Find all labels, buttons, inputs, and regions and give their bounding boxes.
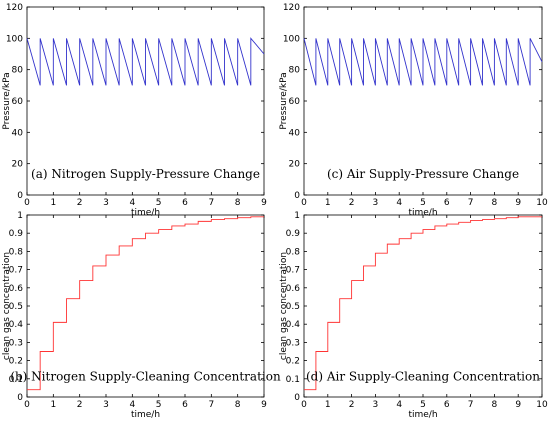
y-tick-label: 1 [17,211,23,221]
x-axis-label: time/h [131,410,160,420]
x-tick-label: 10 [536,400,548,410]
y-tick-label: 80 [12,66,24,76]
x-tick-label: 8 [235,198,241,208]
y-axis-label: clean gas concentration [2,252,12,360]
x-tick-label: 5 [156,400,162,410]
y-tick-label: 0.5 [9,302,23,312]
x-tick-label: 0 [24,198,30,208]
y-tick-label: 0.2 [9,357,23,367]
x-tick-label: 5 [420,400,426,410]
y-tick-label: 60 [12,97,24,107]
x-tick-label: 6 [182,198,188,208]
panel-caption: (a) Nitrogen Supply-Pressure Change [31,167,260,181]
y-tick-label: 20 [12,160,24,170]
x-tick-label: 7 [208,198,214,208]
y-tick-label: 0.6 [9,284,24,294]
x-tick-label: 2 [349,400,355,410]
x-tick-label: 3 [373,400,379,410]
x-tick-label: 1 [325,198,331,208]
x-tick-label: 2 [77,198,83,208]
x-tick-label: 0 [301,198,307,208]
x-tick-label: 8 [492,198,498,208]
x-tick-label: 9 [515,198,521,208]
x-axis-label: time/h [408,208,437,218]
y-tick-label: 1 [294,211,300,221]
x-tick-label: 6 [444,198,450,208]
x-tick-label: 4 [396,198,402,208]
x-tick-label: 3 [373,198,379,208]
y-tick-label: 20 [289,160,301,170]
x-tick-label: 9 [261,198,267,208]
x-tick-label: 3 [103,400,109,410]
y-tick-label: 0.9 [286,229,301,239]
y-tick-label: 0 [17,393,23,403]
y-tick-label: 60 [289,97,301,107]
x-tick-label: 5 [156,198,162,208]
y-tick-label: 0.8 [286,247,301,257]
y-tick-label: 0.3 [9,338,23,348]
y-tick-label: 0.3 [286,338,300,348]
x-tick-label: 8 [235,400,241,410]
y-axis-label: Pressure/kPa [279,72,289,129]
x-tick-label: 7 [208,400,214,410]
chart-panel-air-concentration: 0 1 2 3 4 5 6 7 8 9 10 0 0.1 0.2 0.3 0.4 0.5 0.6 0.7 0.8 0.9… [279,211,548,420]
x-tick-label: 1 [50,198,56,208]
chart-panel-nitrogen-pressure: 0 1 2 3 4 5 6 7 8 9020406080100120time/hPressure/… [2,3,267,218]
y-tick-label: 80 [289,66,301,76]
y-tick-label: 0.5 [286,302,300,312]
x-axis-label: time/h [131,208,160,218]
x-tick-label: 1 [325,400,331,410]
series-line [303,38,543,86]
y-tick-label: 0.4 [9,320,24,330]
x-tick-label: 2 [349,198,355,208]
x-tick-label: 5 [420,198,426,208]
x-tick-label: 6 [444,400,450,410]
panel-caption: (d) Air Supply-Cleaning Concentration [306,370,540,384]
y-tick-label: 40 [289,128,301,138]
y-tick-label: 0.8 [9,247,24,257]
y-tick-label: 0 [294,393,300,403]
series-line [304,216,542,391]
y-axis-label: clean gas concentration [279,252,289,360]
y-tick-label: 120 [6,3,23,13]
y-tick-label: 0.1 [286,375,300,385]
x-tick-label: 4 [396,400,402,410]
y-tick-label: 40 [12,128,24,138]
y-tick-label: 120 [283,3,300,13]
chart-panel-air-pressure: 0 1 2 3 4 5 6 7 8 9 10020406080100120time/hPressur… [279,3,548,218]
x-tick-label: 9 [261,400,267,410]
x-tick-label: 1 [50,400,56,410]
x-tick-label: 8 [492,400,498,410]
x-tick-label: 0 [301,400,307,410]
panel-caption: (b) Nitrogen Supply-Cleaning Concentrati… [10,370,281,384]
chart-panel-nitrogen-concentration: 0 1 2 3 4 5 6 7 8 9 0 0.1 0.2 0.3 0.4 0.5 0.6 0.7 0.8 0.9 1 t… [2,211,281,420]
x-tick-label: 3 [103,198,109,208]
x-tick-label: 4 [129,400,135,410]
y-tick-label: 0.4 [286,320,301,330]
x-tick-label: 9 [515,400,521,410]
x-tick-label: 7 [468,198,474,208]
x-tick-label: 2 [77,400,83,410]
panel-caption: (c) Air Supply-Pressure Change [327,167,519,181]
y-tick-label: 0.7 [286,266,300,276]
y-tick-label: 0.7 [9,266,23,276]
y-tick-label: 0.1 [9,375,23,385]
x-tick-label: 7 [468,400,474,410]
x-tick-label: 4 [129,198,135,208]
x-tick-label: 6 [182,400,188,410]
y-tick-label: 0 [17,191,23,201]
y-axis-label: Pressure/kPa [2,72,12,129]
y-tick-label: 100 [6,34,23,44]
y-tick-label: 0 [294,191,300,201]
series-line [26,37,265,86]
y-tick-label: 0.6 [286,284,301,294]
y-tick-label: 100 [283,34,300,44]
x-tick-label: 10 [536,198,548,208]
y-tick-label: 0.9 [9,229,24,239]
x-axis-label: time/h [408,410,437,420]
x-tick-label: 0 [24,400,30,410]
series-line [27,216,264,391]
y-tick-label: 0.2 [286,357,300,367]
